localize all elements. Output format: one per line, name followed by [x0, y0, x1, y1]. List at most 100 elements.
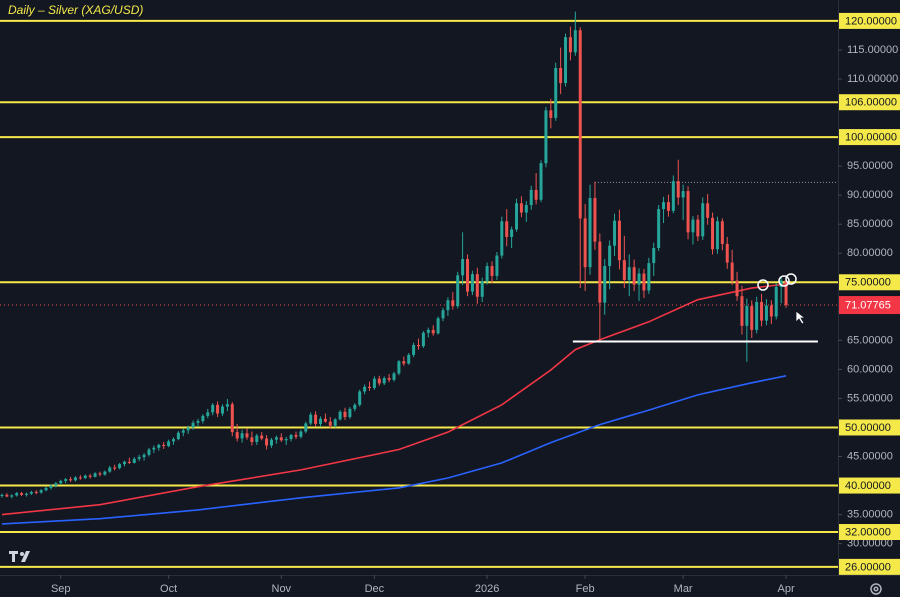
candle-body: [265, 438, 269, 446]
annotation-circle: [778, 275, 790, 287]
y-tick-label: 35.00000: [847, 509, 893, 521]
moving-average: [1, 375, 787, 525]
candle-body: [49, 485, 53, 488]
candle-body: [495, 255, 499, 276]
candle-body: [451, 300, 455, 307]
candle-body: [348, 408, 352, 418]
candle-body: [186, 427, 190, 431]
candle-body: [686, 191, 690, 233]
candle-body: [539, 163, 543, 200]
candle-body: [382, 378, 386, 384]
candle-body: [769, 305, 773, 317]
candle-body: [122, 461, 126, 465]
candle-body: [578, 30, 582, 219]
candle-body: [755, 302, 759, 330]
candle-body: [299, 431, 303, 437]
candle-body: [470, 274, 474, 292]
candle-body: [505, 221, 509, 237]
candle-body: [417, 345, 421, 347]
candle-body: [132, 458, 136, 463]
logo: [9, 551, 30, 562]
candle-body: [691, 219, 695, 233]
candle-body: [127, 461, 131, 463]
level-label-box: [839, 129, 900, 146]
candle-body: [681, 191, 685, 198]
candle-body: [196, 421, 200, 423]
level-label: 40.00000: [845, 480, 891, 492]
annotation-circle: [757, 279, 769, 291]
candle-body: [779, 280, 783, 287]
level-label-box: [839, 12, 900, 29]
candle-body: [760, 302, 764, 321]
candle-body: [711, 217, 715, 250]
candle-body: [171, 439, 175, 442]
level-label: 50.00000: [845, 422, 891, 434]
settings-icon[interactable]: [870, 583, 882, 595]
candle-body: [593, 198, 597, 242]
y-tick-label: 80.00000: [847, 247, 893, 259]
candle-body: [622, 260, 626, 280]
candle-body: [774, 286, 778, 317]
candle-body: [534, 189, 538, 200]
y-tick-label: 85.00000: [847, 218, 893, 230]
y-tick-label: 65.00000: [847, 334, 893, 346]
candle-body: [730, 262, 734, 281]
candle-body: [725, 243, 729, 263]
candle-body: [216, 404, 220, 414]
candle-body: [137, 457, 141, 459]
candle-body: [671, 181, 675, 211]
candle-body: [573, 30, 577, 53]
candle-body: [436, 318, 440, 334]
candle-body: [666, 202, 670, 211]
candle-body: [715, 221, 719, 250]
candle-body: [466, 259, 470, 292]
level-label: 75.00000: [845, 277, 891, 289]
candle-body: [735, 280, 739, 297]
y-tick-label: 45.00000: [847, 450, 893, 462]
y-tick-label: 30.00000: [847, 538, 893, 550]
candle-body: [181, 430, 185, 433]
candle-body: [524, 205, 528, 213]
candle-body: [676, 181, 680, 198]
candle-body: [529, 189, 533, 206]
candle-body: [152, 447, 156, 450]
candle-body: [642, 273, 646, 291]
candle-body: [745, 306, 749, 326]
candle-body: [617, 220, 621, 261]
candle-body: [696, 219, 700, 237]
level-label-box: [839, 94, 900, 111]
y-tick-label: 110.00000: [847, 73, 898, 85]
x-tick-label: Dec: [365, 583, 385, 595]
candle-body: [44, 487, 48, 491]
candle-body: [392, 373, 396, 380]
candle-body: [397, 361, 401, 374]
candle-body: [500, 221, 504, 256]
candle-body: [446, 300, 450, 311]
candle-body: [314, 414, 318, 424]
level-label-box: [839, 558, 900, 575]
candle-body: [176, 432, 180, 440]
x-tick-label: Nov: [272, 583, 292, 595]
candle-body: [583, 218, 587, 268]
candle-body: [387, 378, 391, 380]
y-tick-label: 95.00000: [847, 160, 893, 172]
candle-body: [167, 441, 171, 447]
level-label-box: [839, 274, 900, 291]
candle-body: [15, 493, 19, 496]
y-tick-label: 90.00000: [847, 189, 893, 201]
y-tick-label: 55.00000: [847, 392, 893, 404]
level-label: 100.00000: [845, 131, 897, 143]
x-tick-label: 2026: [475, 583, 499, 595]
candle-body: [549, 110, 553, 118]
candle-body: [431, 329, 435, 334]
level-label: 120.00000: [845, 15, 897, 27]
x-tick-label: Feb: [576, 583, 595, 595]
level-label-box: [839, 477, 900, 494]
candle-body: [363, 386, 367, 392]
chart-title: Daily – Silver (XAG/USD): [8, 3, 143, 17]
candle-body: [201, 415, 205, 422]
candle-body: [461, 259, 465, 276]
level-label-box: [839, 419, 900, 436]
candle-body: [225, 404, 229, 407]
